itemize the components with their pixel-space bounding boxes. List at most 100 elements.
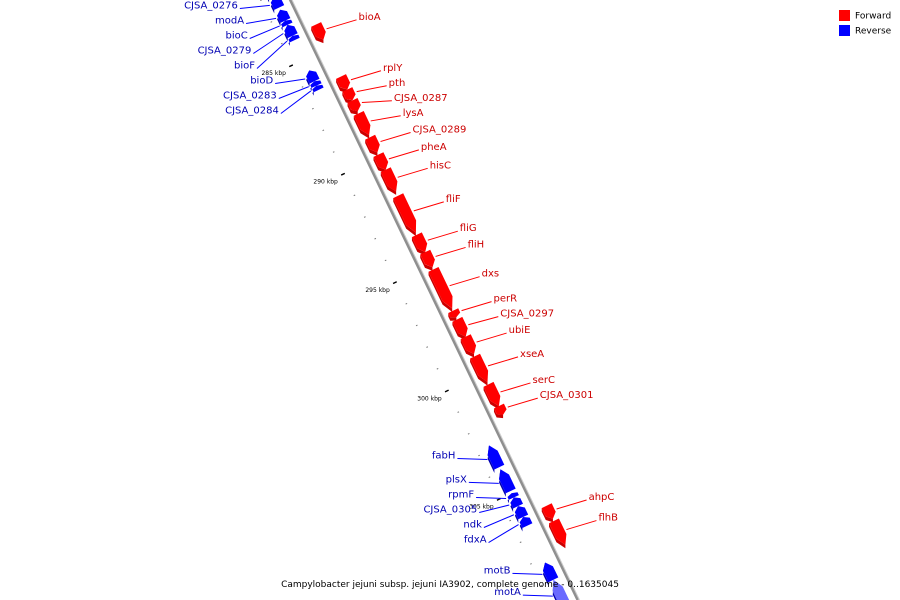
gene-label-flif[interactable]: fliF: [446, 194, 461, 205]
gene-label-flig[interactable]: fliG: [460, 223, 477, 234]
gene-arrow-cjsa_0297[interactable]: [452, 316, 468, 337]
gene-arrow-flif[interactable]: [393, 193, 417, 233]
gene-label-biof[interactable]: bioF: [234, 60, 255, 71]
gene-arrow-rply[interactable]: [336, 74, 351, 90]
minor-tick: [301, 86, 304, 88]
gene-label-ndk[interactable]: ndk: [463, 520, 482, 531]
gene-label-xsea[interactable]: xseA: [520, 349, 544, 360]
gene-arrow-moda[interactable]: [277, 9, 291, 23]
gene-label-flih[interactable]: fliH: [468, 239, 485, 250]
minor-tick: [311, 107, 314, 110]
gene-label-bioc[interactable]: bioC: [225, 30, 247, 41]
gene-arrow-shadow: [411, 237, 426, 256]
gene-arrow-fdxa[interactable]: [519, 517, 533, 528]
gene-arrow-phea[interactable]: [373, 152, 389, 170]
gene-arrow-biod[interactable]: [306, 70, 320, 84]
gene-label-rply[interactable]: rplY: [383, 63, 403, 74]
minor-tick: [363, 216, 366, 218]
gene-arrow-cjsa_0276[interactable]: [270, 0, 285, 10]
tick-label: 295 kbp: [365, 287, 390, 294]
gene-label-cjsa_0276[interactable]: CJSA_0276: [184, 0, 238, 11]
gene-arrow-shadow: [483, 386, 499, 410]
gene-label-fabh[interactable]: fabH: [432, 450, 456, 461]
gene-label-flhb[interactable]: flhB: [598, 513, 618, 524]
minor-tick: [478, 454, 480, 457]
gene-arrow-serc[interactable]: [483, 381, 501, 406]
leader-line: [370, 115, 401, 122]
gene-arrow-flig[interactable]: [411, 232, 428, 253]
gene-arrow-hisc[interactable]: [380, 167, 398, 192]
gene-label-hisc[interactable]: hisC: [430, 160, 451, 171]
gene-label-plsx[interactable]: plsX: [446, 474, 467, 485]
gene-arrow-motb[interactable]: [543, 562, 559, 583]
gene-label-cjsa_0287[interactable]: CJSA_0287: [394, 93, 448, 104]
gene-label-cjsa_0297[interactable]: CJSA_0297: [500, 309, 554, 320]
gene-arrow-shadow: [448, 312, 457, 321]
gene-label-cjsa_0301[interactable]: CJSA_0301: [540, 390, 594, 401]
leader-line: [522, 594, 553, 597]
gene-label-motb[interactable]: motB: [484, 565, 511, 576]
gene-arrow-perr[interactable]: [448, 308, 461, 318]
major-tick: [444, 389, 449, 393]
gene-arrow-ndk[interactable]: [514, 506, 529, 520]
gene-arrow-shadow: [267, 0, 270, 3]
gene-arrow-xsea[interactable]: [470, 353, 489, 383]
gene-arrow-plsx[interactable]: [499, 469, 516, 494]
leader-line: [397, 167, 428, 178]
gene-label-cjsa_0283[interactable]: CJSA_0283: [223, 90, 277, 101]
leader-line: [280, 90, 312, 114]
legend: Forward Reverse: [839, 10, 892, 37]
gene-label-cjsa_0284[interactable]: CJSA_0284: [225, 105, 279, 116]
gene-label-pth[interactable]: pth: [389, 78, 406, 89]
gene-arrow-rpmf[interactable]: [507, 492, 519, 500]
gene-arrow-dxs[interactable]: [428, 267, 453, 309]
gene-arrow-cjsa_0283[interactable]: [310, 80, 322, 88]
gene-label-biod[interactable]: bioD: [250, 75, 273, 86]
gene-label-dxs[interactable]: dxs: [482, 269, 499, 280]
gene-label-serc[interactable]: serC: [532, 375, 554, 386]
gene-arrow-cjsa_0287[interactable]: [347, 98, 361, 112]
leader-line: [356, 85, 387, 93]
leader-line: [388, 149, 420, 160]
gene-arrow-bioa[interactable]: [311, 22, 326, 40]
gene-arrow-fabh[interactable]: [487, 445, 505, 470]
gene-label-ahpc[interactable]: ahpC: [589, 492, 615, 503]
gene-label-mota[interactable]: motA: [494, 587, 521, 598]
gene-label-moda[interactable]: modA: [215, 15, 244, 26]
gene-label-fdxa[interactable]: fdxA: [464, 535, 487, 546]
gene-arrow-pth[interactable]: [342, 87, 356, 101]
leader-line: [468, 316, 499, 326]
gene-arrow-flih[interactable]: [420, 249, 435, 268]
gene-arrow-cjsa_0305[interactable]: [510, 497, 523, 509]
gene-label-phea[interactable]: pheA: [421, 142, 447, 153]
minor-tick: [509, 519, 512, 522]
gene-label-bioa[interactable]: bioA: [359, 12, 381, 23]
minor-tick: [436, 367, 439, 370]
gene-label-cjsa_0289[interactable]: CJSA_0289: [413, 125, 467, 136]
gene-arrow-ubie[interactable]: [460, 334, 477, 354]
leader-line: [556, 499, 587, 510]
gene-label-ubie[interactable]: ubiE: [509, 325, 531, 336]
gene-label-rpmf[interactable]: rpmF: [448, 490, 474, 501]
gene-arrow-lysa[interactable]: [353, 111, 371, 135]
gene-arrow-cjsa_0289[interactable]: [365, 134, 380, 153]
major-tick: [288, 64, 294, 68]
gene-arrow-ahpc[interactable]: [541, 503, 556, 519]
major-tick: [340, 172, 346, 176]
gene-arrow-shadow: [353, 115, 370, 139]
gene-arrow-cjsa_0284[interactable]: [312, 84, 324, 93]
gene-label-cjsa_0305[interactable]: CJSA_0305: [423, 505, 477, 516]
gene-arrow-biof[interactable]: [288, 34, 300, 43]
gene-label-perr[interactable]: perR: [494, 294, 518, 305]
gene-arrow-mota[interactable]: [552, 579, 571, 600]
gene-arrow-flhb[interactable]: [549, 518, 567, 545]
minor-tick: [457, 411, 460, 413]
genome-backbone-highlight: [291, 0, 580, 600]
gene-arrow-bioc[interactable]: [281, 19, 293, 28]
gene-arrow-shadow: [311, 26, 324, 44]
gene-arrow-shadow: [365, 139, 378, 156]
gene-label-cjsa_0279[interactable]: CJSA_0279: [198, 45, 252, 56]
gene-label-lysa[interactable]: lysA: [403, 108, 424, 119]
gene-arrow-cjsa_0279[interactable]: [284, 24, 298, 39]
gene-arrow-cjsa_0301[interactable]: [494, 403, 507, 415]
